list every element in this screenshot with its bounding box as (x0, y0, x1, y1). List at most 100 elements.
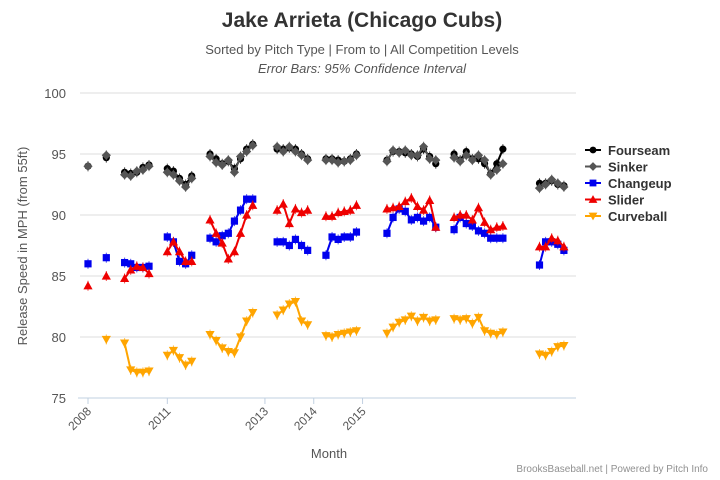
data-point-curveball (559, 341, 569, 351)
data-point-sinker (412, 150, 423, 160)
data-point-sinker (290, 146, 301, 157)
data-point-sinker (83, 161, 93, 171)
y-tick-label-90: 90 (52, 208, 66, 223)
x-tick-label-2014: 2014 (291, 404, 320, 433)
data-point-curveball (479, 327, 490, 336)
data-point-curveball (547, 348, 557, 357)
data-point-sinker (248, 140, 258, 151)
data-point-slider (248, 200, 258, 209)
data-point-curveball (461, 315, 471, 324)
data-point-curveball (351, 327, 362, 336)
data-point-sinker (339, 156, 349, 166)
data-point-slider (132, 261, 142, 270)
data-point-curveball (425, 317, 435, 326)
data-point-sinker (120, 170, 130, 180)
y-tick-label-75: 75 (52, 391, 66, 406)
data-point-curveball (400, 316, 410, 325)
data-point-slider (467, 215, 477, 224)
data-point-curveball (394, 318, 404, 327)
legend-label-slider: Slider (608, 193, 644, 208)
legend-item-fourseam[interactable]: Fourseam (585, 143, 670, 158)
data-point-slider (534, 242, 545, 251)
data-point-sinker (425, 154, 435, 164)
data-point-sinker (138, 165, 148, 175)
data-point-changeup (468, 222, 476, 230)
data-point-curveball (120, 339, 130, 348)
data-point-curveball (187, 357, 197, 366)
legend-label-sinker: Sinker (608, 160, 648, 175)
data-point-changeup (285, 241, 293, 250)
data-point-curveball (498, 328, 508, 337)
data-point-curveball (327, 333, 337, 342)
data-point-changeup (352, 228, 361, 236)
data-point-slider (559, 242, 569, 251)
x-tick-label-2013: 2013 (242, 404, 271, 433)
credits[interactable]: BrooksBaseball.net | Powered by Pitch In… (516, 464, 708, 475)
data-point-slider (205, 215, 215, 224)
data-point-slider (449, 212, 459, 222)
data-point-changeup (389, 213, 397, 222)
data-point-sinker (284, 142, 294, 152)
data-point-curveball (229, 349, 240, 358)
data-point-slider (461, 210, 471, 219)
data-point-sinker (296, 150, 307, 160)
chart-title: Jake Arrieta (Chicago Cubs) (222, 9, 502, 32)
data-point-changeup (413, 213, 422, 222)
y-tick-label-100: 100 (44, 86, 66, 101)
data-point-sinker (534, 183, 545, 193)
data-point-changeup (487, 234, 495, 242)
data-point-slider (272, 205, 282, 214)
data-point-changeup (304, 246, 312, 254)
legend-item-changeup[interactable]: Changeup (585, 176, 672, 191)
data-point-slider (101, 271, 111, 280)
data-point-slider (547, 233, 557, 242)
data-point-sinker (242, 146, 252, 157)
data-point-slider (187, 256, 197, 265)
data-point-curveball (492, 330, 502, 340)
data-point-slider (242, 210, 252, 219)
x-tick-label-2011: 2011 (145, 404, 173, 432)
data-point-slider (174, 247, 185, 256)
data-point-sinker (479, 155, 490, 165)
data-point-sinker (223, 155, 233, 165)
series-slider (83, 192, 569, 291)
series-changeup (84, 194, 568, 273)
data-point-slider (418, 205, 429, 214)
data-point-sinker (540, 179, 551, 190)
data-point-sinker (327, 155, 337, 165)
data-point-fourseam (493, 160, 501, 168)
data-point-curveball (406, 312, 416, 321)
data-point-curveball (132, 368, 142, 377)
data-point-changeup (407, 216, 415, 224)
data-point-slider (351, 200, 362, 209)
data-point-slider (394, 201, 404, 211)
data-point-sinker (126, 171, 136, 181)
data-point-sinker (278, 146, 288, 157)
data-point-changeup (340, 233, 348, 241)
legend-label-fourseam: Fourseam (608, 143, 670, 158)
data-point-changeup (163, 233, 171, 241)
data-point-sinker (473, 150, 484, 160)
data-point-slider (229, 247, 240, 256)
legend-item-curveball[interactable]: Curveball (585, 209, 667, 224)
legend-item-slider[interactable]: Slider (585, 193, 644, 208)
data-point-slider (181, 256, 191, 265)
data-point-changeup (127, 260, 135, 268)
data-point-changeup (206, 234, 214, 242)
legend-item-sinker[interactable]: Sinker (585, 160, 648, 175)
data-point-slider (498, 221, 508, 230)
chart-subtitle: Sorted by Pitch Type | From to | All Com… (205, 42, 519, 57)
data-point-sinker (187, 173, 197, 183)
data-point-curveball (162, 351, 172, 360)
data-point-curveball (126, 366, 136, 375)
data-point-curveball (174, 354, 185, 363)
data-point-curveball (138, 368, 148, 377)
legend-marker-fourseam (589, 146, 597, 154)
data-point-sinker (303, 155, 313, 165)
data-point-sinker (382, 156, 392, 166)
data-point-curveball (345, 328, 355, 337)
data-point-sinker (101, 150, 111, 160)
y-tick-label-85: 85 (52, 269, 66, 284)
data-point-slider (400, 196, 410, 206)
data-point-slider (479, 217, 490, 226)
